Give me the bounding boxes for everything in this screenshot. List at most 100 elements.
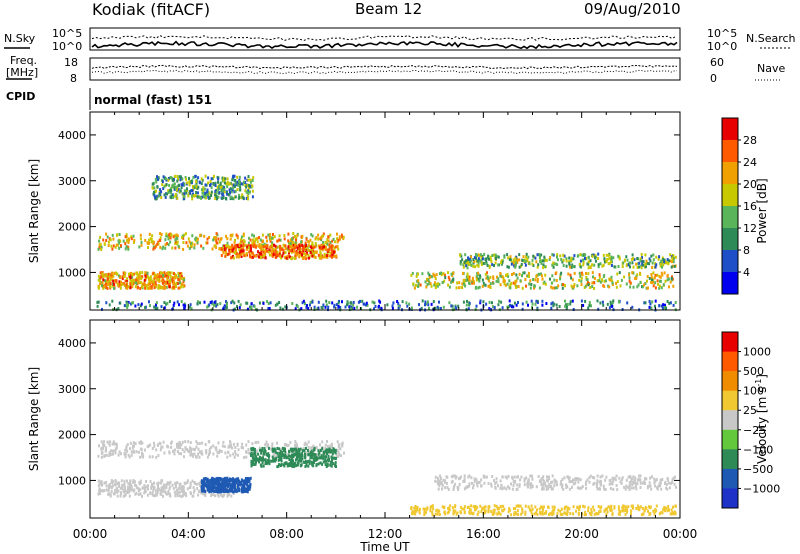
data-cell: [337, 301, 340, 305]
data-cell: [468, 510, 471, 514]
data-cell: [100, 245, 103, 249]
data-cell: [448, 510, 450, 514]
data-cell: [330, 445, 333, 449]
data-cell: [590, 507, 593, 511]
data-cell: [203, 481, 205, 485]
data-cell: [131, 285, 134, 289]
data-cell: [526, 274, 529, 278]
data-cell: [212, 452, 215, 456]
data-cell: [432, 300, 435, 304]
data-cell: [100, 440, 103, 444]
data-cell: [152, 182, 155, 186]
colorbar-cell: [722, 118, 738, 141]
data-cell: [108, 483, 111, 486]
data-cell: [131, 281, 134, 285]
data-cell: [666, 487, 669, 491]
data-cell: [675, 485, 677, 489]
data-cell: [114, 451, 117, 455]
data-cell: [218, 186, 221, 190]
data-cell: [240, 196, 243, 200]
data-cell: [103, 454, 106, 458]
data-cell: [644, 482, 646, 485]
data-cell: [140, 277, 143, 280]
data-cell: [434, 306, 437, 310]
data-cell: [593, 512, 596, 516]
data-cell: [210, 194, 213, 197]
data-cell: [585, 486, 588, 490]
data-cell: [552, 512, 555, 516]
data-cell: [240, 255, 243, 258]
data-cell: [225, 251, 228, 255]
data-cell: [177, 244, 180, 248]
data-cell: [106, 440, 109, 444]
data-cell: [519, 264, 522, 268]
data-cell: [122, 271, 125, 275]
data-cell: [579, 253, 582, 257]
data-cell: [133, 238, 136, 242]
data-cell: [651, 261, 654, 265]
data-cell: [112, 244, 115, 248]
data-cell: [584, 482, 587, 486]
data-cell: [609, 487, 612, 490]
data-cell: [234, 244, 237, 248]
data-cell: [671, 256, 674, 260]
data-cell: [147, 246, 149, 249]
data-cell: [604, 488, 607, 491]
data-cell: [321, 462, 324, 466]
data-cell: [112, 452, 114, 456]
data-cell: [474, 265, 477, 269]
data-cell: [186, 487, 189, 491]
data-cell: [152, 489, 155, 493]
data-cell: [165, 492, 168, 496]
data-cell: [586, 280, 589, 284]
data-cell: [589, 265, 592, 269]
data-cell: [136, 486, 139, 490]
data-cell: [282, 463, 285, 467]
y-tick-label: 4000: [58, 337, 86, 350]
data-cell: [103, 440, 106, 444]
data-cell: [227, 193, 230, 196]
data-cell: [499, 274, 502, 278]
data-cell: [137, 285, 139, 289]
data-cell: [521, 302, 524, 306]
data-cell: [152, 245, 155, 249]
data-cell: [625, 510, 628, 514]
data-cell: [666, 273, 669, 277]
data-cell: [155, 244, 158, 248]
data-cell: [247, 484, 250, 488]
data-cell: [288, 450, 291, 454]
data-cell: [669, 280, 672, 284]
data-cell: [336, 232, 338, 236]
data-cell: [144, 284, 147, 288]
data-cell: [167, 191, 170, 194]
data-cell: [306, 449, 309, 452]
data-cell: [141, 282, 144, 286]
data-cell: [528, 282, 531, 286]
data-cell: [264, 462, 267, 465]
data-cell: [611, 301, 614, 305]
data-cell: [424, 280, 427, 284]
data-cell: [216, 197, 218, 201]
data-cell: [138, 276, 140, 280]
data-cell: [608, 262, 611, 266]
data-cell: [246, 194, 249, 198]
data-cell: [192, 185, 194, 189]
data-cell: [165, 183, 168, 187]
data-cell: [221, 191, 224, 195]
data-cell: [223, 190, 226, 194]
data-cell: [221, 185, 224, 189]
data-cell: [195, 180, 197, 184]
data-cell: [313, 252, 316, 256]
data-cell: [412, 282, 415, 286]
data-cell: [236, 188, 239, 192]
data-cell: [654, 484, 656, 488]
data-cell: [126, 245, 129, 249]
colorbar-cell: [722, 228, 738, 251]
data-cell: [516, 483, 519, 487]
data-cell: [483, 510, 486, 514]
data-cell: [313, 448, 316, 452]
data-cell: [624, 505, 627, 509]
data-cell: [282, 453, 284, 457]
data-cell: [438, 484, 441, 488]
data-cell: [521, 307, 524, 311]
